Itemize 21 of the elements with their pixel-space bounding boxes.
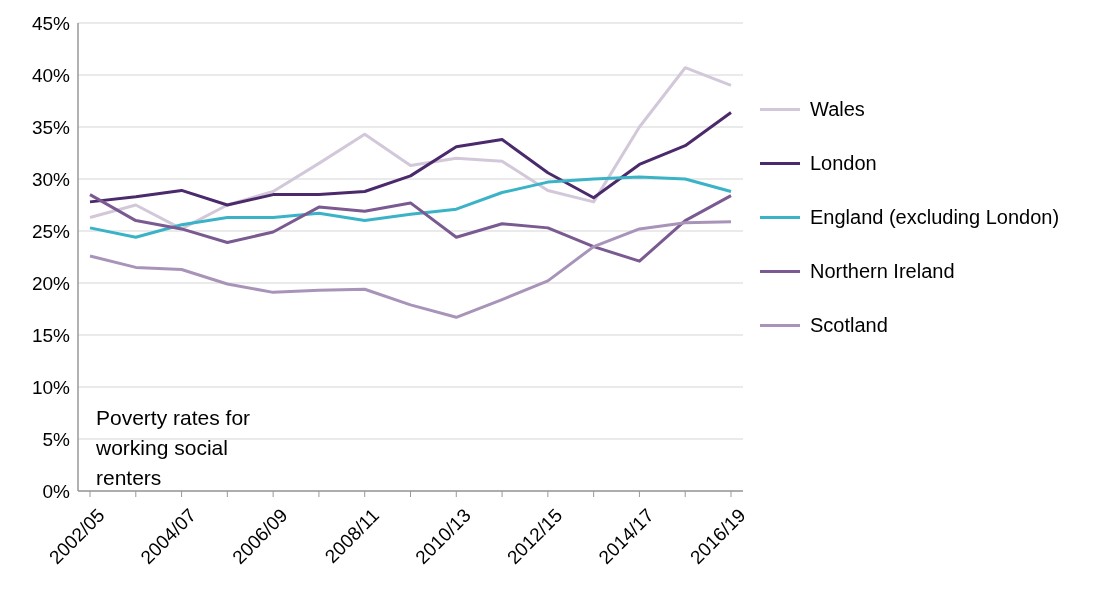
y-tick-label: 30% — [31, 168, 71, 190]
legend-label: England (excluding London) — [810, 205, 1060, 229]
line-series — [88, 193, 733, 263]
y-tick-label: 20% — [31, 272, 71, 294]
legend-label: Scotland — [810, 313, 888, 337]
y-tick-label: 0% — [42, 480, 71, 502]
y-tick-label: 25% — [31, 220, 71, 242]
line-series — [88, 110, 733, 207]
y-tick-label: 15% — [31, 324, 71, 346]
line-series — [88, 175, 733, 239]
y-tick-label: 45% — [31, 12, 71, 34]
y-tick-label: 40% — [31, 64, 71, 86]
y-tick-label: 10% — [31, 376, 71, 398]
y-tick-label: 35% — [31, 116, 71, 138]
line-series — [88, 66, 733, 231]
legend-label: London — [810, 151, 877, 175]
annotation: Poverty rates for working social renters — [96, 405, 252, 491]
legend-label: Northern Ireland — [810, 259, 955, 283]
line-series — [88, 220, 733, 319]
y-tick-label: 5% — [42, 428, 71, 450]
legend-label: Wales — [810, 97, 865, 121]
